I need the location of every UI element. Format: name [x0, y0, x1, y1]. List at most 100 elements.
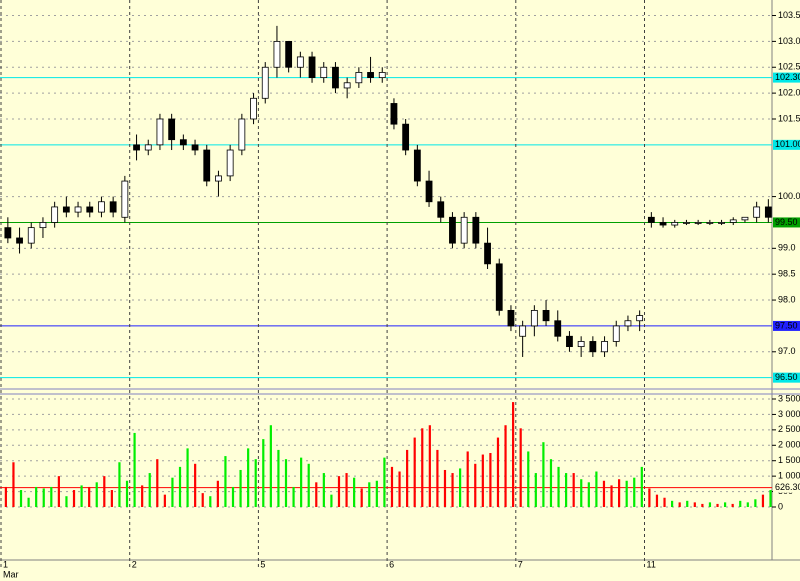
candle-body — [425, 180, 433, 203]
volume-bar — [746, 502, 749, 507]
volume-bar — [141, 485, 144, 507]
candle-body — [285, 40, 293, 68]
candle-body — [121, 180, 129, 218]
candle-body — [109, 201, 117, 213]
candle-body — [62, 206, 70, 213]
volume-bar — [708, 502, 712, 507]
volume-bar — [57, 476, 60, 507]
volume-bar — [118, 462, 121, 507]
volume-bar — [307, 463, 310, 507]
volume-bar — [50, 486, 53, 507]
volume-bar — [534, 473, 537, 507]
volume-bar — [88, 486, 91, 507]
volume-bar — [247, 448, 250, 507]
y-tick-label: 100.0 — [778, 191, 800, 201]
volume-bar — [353, 477, 356, 507]
volume-bar — [163, 494, 166, 507]
volume-bar — [262, 439, 265, 507]
candle-body — [706, 222, 714, 224]
volume-bar — [201, 493, 204, 507]
volume-bar — [413, 437, 416, 507]
candle-body — [308, 56, 316, 78]
volume-bar — [383, 457, 386, 507]
level-tag — [773, 372, 800, 383]
volume-bar — [133, 432, 136, 507]
volume-bar — [171, 477, 174, 507]
candle-body — [156, 118, 164, 146]
volume-bar — [110, 490, 113, 507]
candle-body — [753, 206, 761, 218]
level-tag — [773, 72, 800, 83]
volume-bar — [375, 480, 378, 507]
volume-bar — [504, 425, 507, 507]
level-tag — [773, 482, 800, 493]
volume-bar — [277, 449, 280, 507]
x-tick-label: 7 — [518, 559, 523, 569]
candle-body — [179, 139, 187, 146]
volume-bar — [284, 459, 288, 507]
volume-bar — [693, 502, 696, 507]
volume-bar — [602, 480, 606, 507]
volume-bar — [686, 500, 689, 507]
level-label: 626.30 — [775, 482, 800, 492]
candle-body — [624, 320, 632, 327]
y-tick-label: 1 500 — [778, 455, 800, 465]
candle-body — [601, 341, 608, 353]
candle-body — [577, 341, 585, 348]
volume-bar — [436, 449, 439, 507]
volume-bar — [269, 425, 272, 507]
volume-bar — [421, 428, 424, 507]
candle-body — [16, 237, 23, 244]
volume-bar — [103, 476, 106, 507]
volume-bar — [625, 480, 628, 507]
volume-bar — [322, 473, 325, 507]
volume-bar — [716, 503, 719, 507]
candle-body — [296, 56, 304, 68]
volume-bar — [443, 469, 447, 507]
level-label: 99.50 — [775, 217, 798, 227]
y-tick-label: 3 000 — [778, 409, 800, 419]
candle-body — [250, 97, 257, 120]
volume-bar — [572, 473, 575, 507]
volume-bar — [549, 459, 553, 507]
candle-body — [39, 222, 47, 229]
candle-body — [495, 263, 503, 311]
candle-body — [507, 309, 515, 327]
candle-body — [226, 149, 234, 177]
candle-body — [215, 175, 222, 182]
y-tick-label: 103.5 — [778, 10, 800, 20]
level-label: 102.30 — [775, 72, 800, 82]
volume-bar — [368, 482, 371, 507]
level-tag — [773, 217, 800, 228]
candle-body — [332, 66, 339, 89]
volume-bar — [640, 466, 643, 507]
candle-body — [86, 206, 94, 213]
volume-bar — [209, 496, 212, 507]
candle-body — [460, 216, 468, 244]
volume-bar — [565, 473, 568, 507]
volume-bar — [330, 494, 333, 507]
y-tick-label: 98.0 — [778, 294, 796, 304]
volume-bar — [95, 482, 98, 507]
volume-bar — [527, 451, 530, 507]
candle-body — [51, 206, 59, 223]
volume-bar — [231, 486, 235, 507]
volume-bar — [678, 502, 681, 507]
volume-bar — [701, 503, 704, 507]
y-tick-label: 2 500 — [778, 424, 800, 434]
y-tick-label: 99.0 — [778, 243, 796, 253]
x-tick-label: 5 — [260, 559, 265, 569]
volume-bar — [512, 402, 515, 507]
volume-bar — [489, 453, 492, 507]
volume-bar — [65, 496, 68, 507]
volume-bar — [390, 466, 394, 507]
candle-body — [261, 66, 269, 99]
volume-bar — [670, 500, 674, 507]
candle-body — [647, 216, 655, 223]
candle-body — [530, 309, 538, 327]
candle-body — [238, 118, 246, 151]
x-tick-label: 2 — [132, 559, 137, 569]
volume-bar — [80, 485, 83, 507]
candle-body — [554, 320, 562, 337]
